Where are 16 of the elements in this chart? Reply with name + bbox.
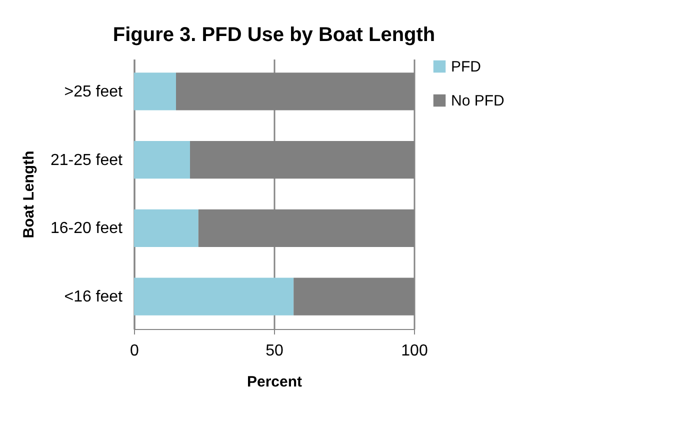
x-tick-label: 0 (130, 342, 140, 360)
x-tick-label: 100 (401, 342, 428, 360)
y-tick-label: 21-25 feet (50, 152, 124, 169)
y-tick-label: >25 feet (64, 83, 124, 100)
y-tick-label: <16 feet (64, 288, 124, 306)
y-tick-label: 16-20 feet (50, 220, 124, 238)
bar (134, 141, 190, 179)
chart-title: Figure 3. PFD Use by Boat Length (112, 24, 436, 46)
x-tick-label: 50 (266, 342, 284, 360)
bar (134, 72, 176, 110)
y-axis-title: Boat Length (20, 150, 38, 238)
bar (134, 209, 198, 247)
legend-label: PFD (451, 58, 482, 76)
x-axis-title: Percent (246, 374, 302, 390)
bar (134, 278, 294, 316)
legend-label: No PFD (451, 92, 505, 110)
